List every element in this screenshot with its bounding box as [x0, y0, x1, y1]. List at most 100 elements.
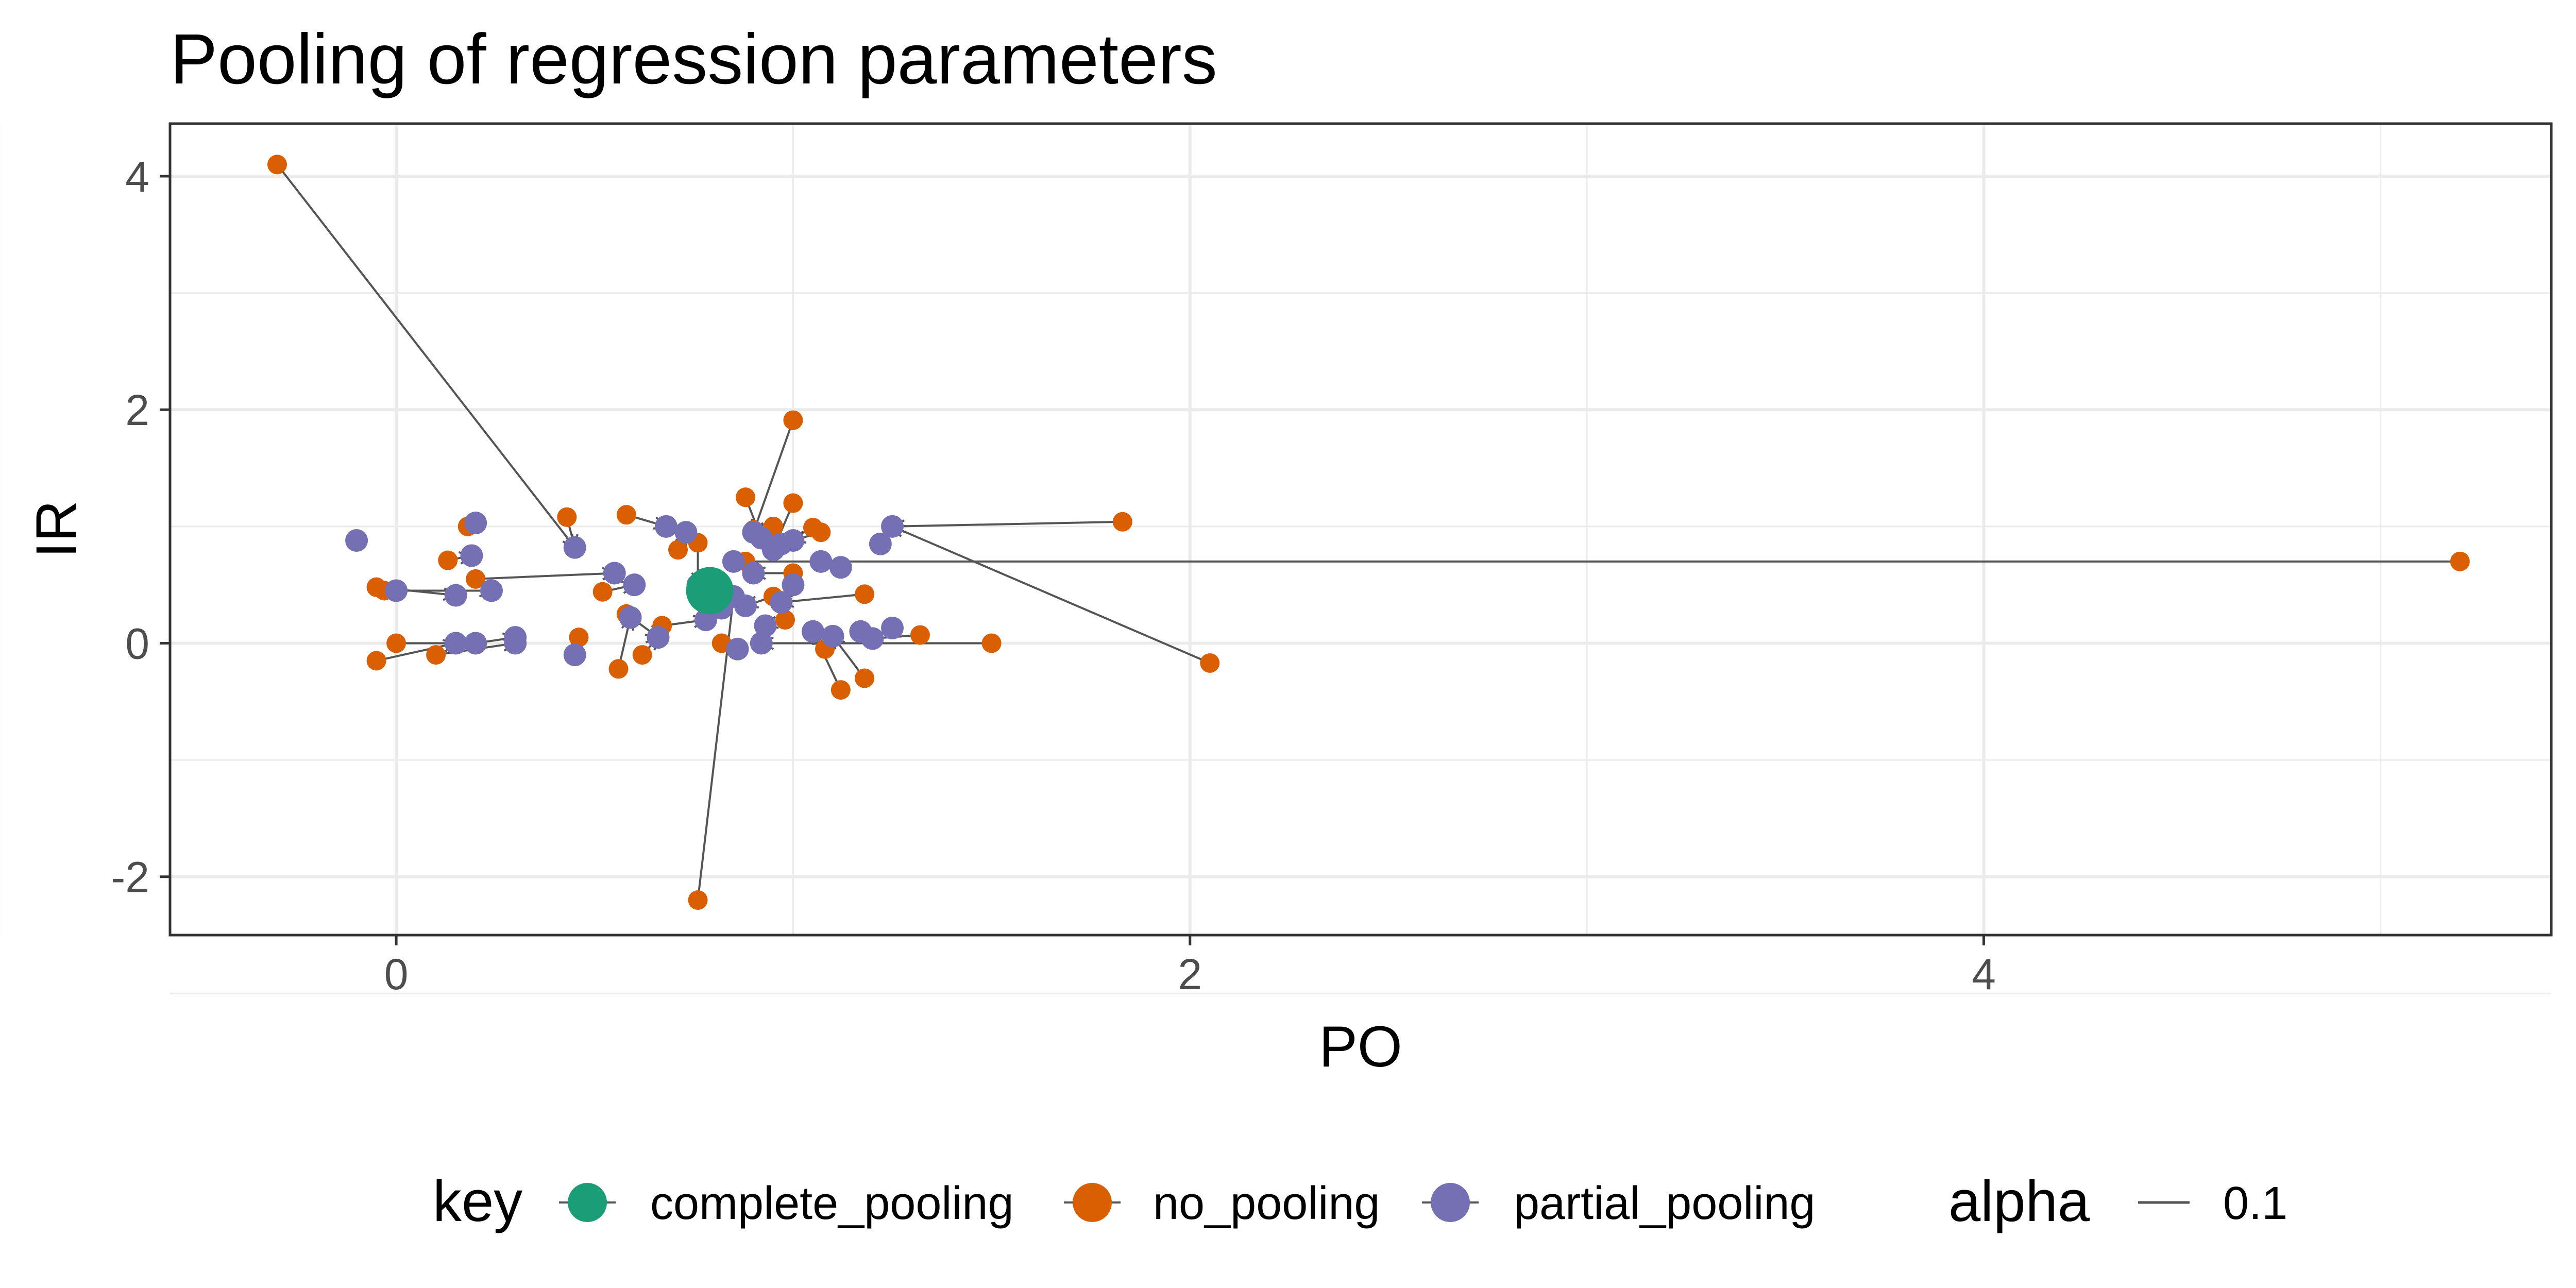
legend-item-no-pooling: no_pooling	[1064, 1178, 1380, 1229]
grid-minor	[0, 124, 2551, 994]
y-tick-label: -2	[111, 853, 149, 902]
x-tick-label: 4	[1972, 950, 1996, 998]
shrinkage-arrow	[892, 525, 1211, 664]
point-partial-pooling	[647, 626, 670, 649]
point-partial-pooling	[829, 556, 852, 579]
shrinkage-arrow	[892, 520, 1123, 528]
point-no-pooling	[426, 645, 446, 665]
x-tick-label: 0	[384, 950, 409, 998]
shrinkage-arrow	[781, 593, 865, 604]
point-partial-pooling	[385, 579, 408, 602]
point-partial-pooling	[464, 512, 487, 535]
point-partial-pooling	[801, 620, 824, 643]
point-partial-pooling	[726, 637, 749, 660]
point-no-pooling	[688, 890, 708, 910]
shrinkage-arrow	[276, 164, 576, 548]
point-no-pooling	[616, 505, 636, 525]
point-no-pooling	[466, 569, 486, 589]
point-partial-pooling	[754, 614, 777, 637]
y-tick-label: 4	[125, 152, 149, 201]
point-no-pooling	[855, 668, 875, 688]
point-partial-pooling	[742, 562, 765, 585]
legend-label-complete-pooling: complete_pooling	[650, 1178, 1014, 1229]
plot-panel-border	[168, 122, 2553, 937]
point-partial-pooling	[444, 584, 467, 607]
point-no-pooling	[855, 584, 875, 604]
data-points	[267, 155, 2470, 910]
point-no-pooling	[1112, 512, 1132, 532]
point-complete-pooling	[686, 567, 734, 615]
point-partial-pooling	[722, 550, 745, 573]
shrinkage-arrow	[376, 642, 456, 662]
legend-key-title: key	[433, 1169, 522, 1233]
legend-alpha-value: 0.1	[2223, 1178, 2287, 1229]
point-partial-pooling	[464, 632, 487, 655]
point-no-pooling	[366, 651, 386, 671]
point-no-pooling	[783, 410, 803, 430]
grid-major	[170, 124, 2551, 935]
y-axis-title: IR	[24, 500, 89, 558]
shrinkage-arrow	[476, 572, 615, 580]
point-no-pooling	[831, 680, 851, 700]
shrinkage-arrows	[276, 164, 2460, 901]
point-partial-pooling	[674, 521, 698, 544]
point-partial-pooling	[444, 632, 467, 655]
legend-swatch-no-pooling	[1073, 1183, 1112, 1222]
point-no-pooling	[1200, 653, 1220, 673]
point-partial-pooling	[881, 616, 904, 639]
point-no-pooling	[557, 507, 577, 527]
point-partial-pooling	[460, 544, 483, 567]
x-axis-ticks: 0 2 4	[384, 935, 1996, 998]
x-tick-label: 2	[1178, 950, 1202, 998]
point-no-pooling	[668, 540, 688, 560]
legend-label-no-pooling: no_pooling	[1153, 1178, 1380, 1229]
point-partial-pooling	[734, 594, 757, 617]
point-partial-pooling	[345, 529, 368, 552]
point-no-pooling	[267, 155, 287, 175]
point-partial-pooling	[750, 527, 773, 550]
legend: key complete_pooling no_pooling partial_…	[433, 1169, 2287, 1233]
legend-swatch-partial-pooling	[1431, 1183, 1470, 1222]
y-tick-label: 0	[125, 619, 149, 668]
point-partial-pooling	[821, 624, 844, 648]
point-partial-pooling	[623, 573, 646, 597]
point-no-pooling	[910, 625, 930, 645]
point-partial-pooling	[619, 606, 642, 629]
x-axis-title: PO	[1319, 1014, 1402, 1079]
point-partial-pooling	[480, 579, 503, 602]
shrinkage-arrow	[752, 419, 794, 533]
point-no-pooling	[775, 610, 795, 630]
point-no-pooling	[592, 582, 613, 602]
legend-swatch-complete-pooling	[568, 1183, 607, 1222]
point-partial-pooling	[861, 627, 884, 650]
point-partial-pooling	[881, 515, 904, 538]
point-no-pooling	[632, 645, 652, 665]
point-partial-pooling	[563, 536, 586, 559]
point-partial-pooling	[782, 573, 805, 597]
point-no-pooling	[735, 487, 755, 507]
point-no-pooling	[386, 633, 406, 653]
y-tick-label: 2	[125, 386, 149, 434]
point-no-pooling	[569, 628, 589, 648]
point-partial-pooling	[782, 529, 805, 552]
point-no-pooling	[981, 633, 1002, 653]
point-partial-pooling	[654, 515, 677, 538]
point-partial-pooling	[603, 562, 626, 585]
point-no-pooling	[2450, 551, 2470, 571]
legend-item-complete-pooling: complete_pooling	[559, 1178, 1014, 1229]
legend-alpha-title: alpha	[1948, 1169, 2090, 1233]
point-no-pooling	[811, 522, 831, 543]
point-partial-pooling	[750, 632, 773, 655]
point-no-pooling	[783, 493, 803, 513]
chart-title: Pooling of regression parameters	[170, 20, 1217, 99]
point-partial-pooling	[770, 591, 793, 614]
point-partial-pooling	[504, 626, 527, 649]
legend-label-partial-pooling: partial_pooling	[1514, 1178, 1815, 1229]
point-partial-pooling	[563, 643, 586, 667]
point-no-pooling	[608, 659, 629, 679]
point-no-pooling	[438, 550, 458, 570]
point-partial-pooling	[809, 550, 833, 573]
legend-item-partial-pooling: partial_pooling	[1422, 1178, 1815, 1229]
point-partial-pooling	[869, 532, 892, 555]
